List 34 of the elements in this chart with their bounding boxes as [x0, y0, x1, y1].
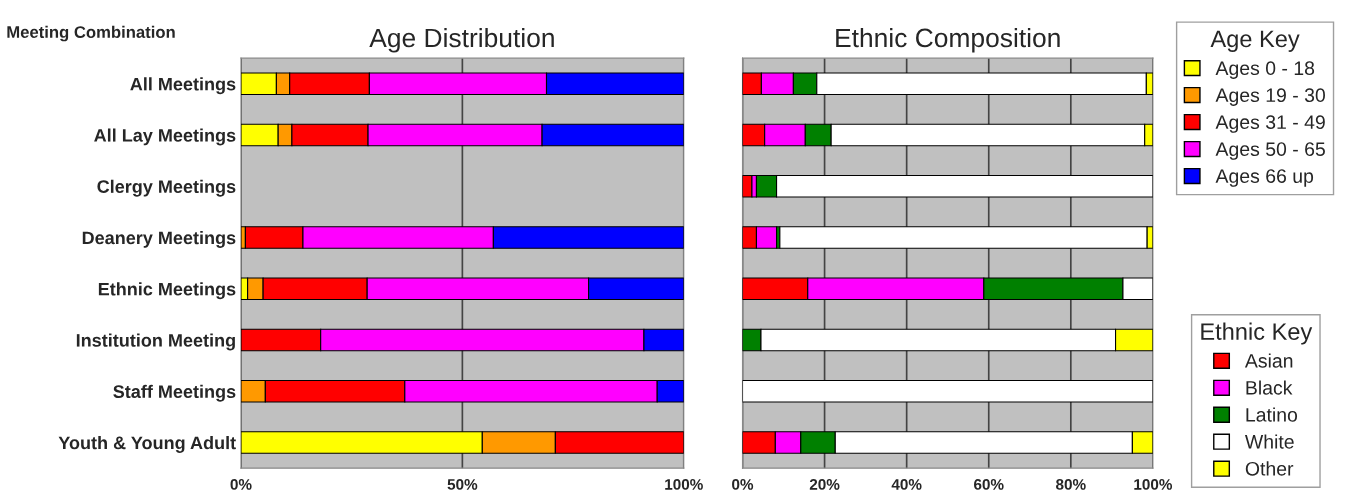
legend-label: Ages 50 - 65 — [1215, 142, 1325, 160]
legend-title: Ethnic Key — [1201, 322, 1313, 345]
legend-label: Ages 31 - 49 — [1215, 115, 1325, 133]
legend-label: Ages 0 - 18 — [1215, 61, 1315, 79]
legend-title: Age Key — [1210, 30, 1300, 52]
legend-label: Ages 66 up — [1215, 169, 1314, 187]
x-tick-label: 0% — [230, 478, 252, 490]
legend-label: Black — [1246, 380, 1293, 395]
chart-title: Ethnic Composition — [836, 27, 1060, 53]
y-tick-label: Deanery Meetings — [82, 230, 236, 248]
y-tick-label: Youth & Young Adult — [58, 436, 236, 453]
x-tick-label: 20% — [809, 478, 840, 490]
legend-label: Other — [1245, 461, 1294, 476]
x-tick-label: 0% — [732, 478, 754, 490]
x-tick-label: 80% — [1056, 478, 1086, 490]
legend-label: White — [1244, 434, 1294, 449]
y-tick-label: Clergy Meetings — [97, 179, 236, 197]
legend-label: Latino — [1246, 407, 1298, 422]
legend-label: Asian — [1244, 353, 1293, 368]
chart-title: Age Distribution — [369, 27, 554, 53]
y-tick-label: Staff Meetings — [113, 384, 236, 402]
y-tick-label: All Lay Meetings — [94, 128, 236, 146]
x-tick-label: 100% — [665, 478, 703, 490]
x-tick-label: 40% — [891, 478, 922, 490]
x-tick-label: 100% — [1134, 478, 1173, 490]
y-tick-label: Institution Meeting — [76, 333, 235, 351]
bar — [742, 379, 1153, 403]
legend-label: Ages 19 - 30 — [1215, 88, 1325, 106]
x-tick-label: 50% — [447, 478, 478, 490]
x-tick-label: 60% — [974, 478, 1004, 490]
y-tick-label: All Meetings — [130, 77, 236, 95]
bar — [779, 226, 1148, 249]
y-axis-title: Meeting Combination — [7, 25, 175, 42]
y-tick-label: Ethnic Meetings — [98, 282, 236, 300]
